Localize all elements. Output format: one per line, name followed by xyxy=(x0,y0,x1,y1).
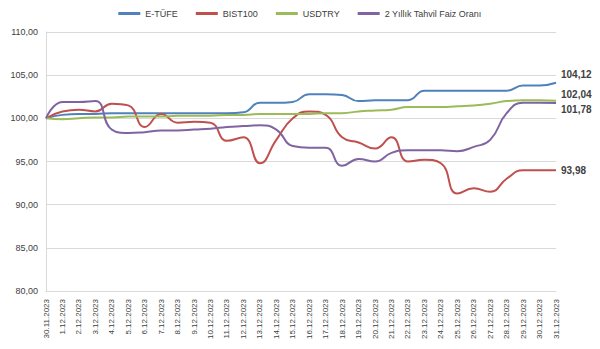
svg-text:30.11.2023: 30.11.2023 xyxy=(42,298,51,338)
svg-text:22.12.2023: 22.12.2023 xyxy=(403,298,412,339)
svg-text:15.12.2023: 15.12.2023 xyxy=(288,298,297,339)
svg-text:1.12.2023: 1.12.2023 xyxy=(58,298,67,334)
svg-text:29.12.2023: 29.12.2023 xyxy=(519,298,528,339)
svg-text:110,00: 110,00 xyxy=(11,27,38,37)
svg-text:E-TÜFE: E-TÜFE xyxy=(145,9,178,19)
svg-text:23.12.2023: 23.12.2023 xyxy=(420,298,429,339)
svg-text:80,00: 80,00 xyxy=(15,286,38,296)
svg-text:18.12.2023: 18.12.2023 xyxy=(338,298,347,339)
svg-text:104,12: 104,12 xyxy=(561,69,592,80)
svg-text:26.12.2023: 26.12.2023 xyxy=(469,298,478,339)
svg-text:28.12.2023: 28.12.2023 xyxy=(502,298,511,339)
svg-text:25.12.2023: 25.12.2023 xyxy=(453,298,462,339)
svg-text:8.12.2023: 8.12.2023 xyxy=(173,298,182,334)
svg-text:16.12.2023: 16.12.2023 xyxy=(305,298,314,339)
svg-text:21.12.2023: 21.12.2023 xyxy=(387,298,396,339)
svg-text:12.12.2023: 12.12.2023 xyxy=(239,298,248,339)
svg-text:30.12.2023: 30.12.2023 xyxy=(535,298,544,339)
svg-text:3.12.2023: 3.12.2023 xyxy=(91,298,100,334)
svg-text:102,04: 102,04 xyxy=(561,89,592,100)
svg-text:85,00: 85,00 xyxy=(15,243,38,253)
svg-text:90,00: 90,00 xyxy=(15,200,38,210)
svg-text:9.12.2023: 9.12.2023 xyxy=(190,298,199,334)
svg-text:2.12.2023: 2.12.2023 xyxy=(74,298,83,334)
svg-text:4.12.2023: 4.12.2023 xyxy=(107,298,116,334)
svg-text:95,00: 95,00 xyxy=(15,157,38,167)
svg-text:100,00: 100,00 xyxy=(10,113,38,123)
svg-text:5.12.2023: 5.12.2023 xyxy=(124,298,133,334)
svg-text:13.12.2023: 13.12.2023 xyxy=(255,298,264,339)
svg-text:10.12.2023: 10.12.2023 xyxy=(206,298,215,339)
svg-text:101,78: 101,78 xyxy=(561,104,592,115)
svg-text:24.12.2023: 24.12.2023 xyxy=(436,298,445,339)
svg-text:20.12.2023: 20.12.2023 xyxy=(371,298,380,339)
svg-text:105,00: 105,00 xyxy=(10,70,38,80)
svg-text:27.12.2023: 27.12.2023 xyxy=(486,298,495,339)
svg-text:6.12.2023: 6.12.2023 xyxy=(140,298,149,334)
svg-text:USDTRY: USDTRY xyxy=(303,9,340,19)
svg-text:93,98: 93,98 xyxy=(561,165,586,176)
svg-text:2 Yıllık Tahvil Faiz Oranı: 2 Yıllık Tahvil Faiz Oranı xyxy=(385,9,482,19)
svg-text:31.12.2023: 31.12.2023 xyxy=(552,298,561,339)
svg-text:17.12.2023: 17.12.2023 xyxy=(321,298,330,339)
svg-text:11.12.2023: 11.12.2023 xyxy=(222,298,231,338)
svg-text:BIST100: BIST100 xyxy=(223,9,258,19)
svg-text:19.12.2023: 19.12.2023 xyxy=(354,298,363,339)
svg-text:14.12.2023: 14.12.2023 xyxy=(272,298,281,339)
svg-text:7.12.2023: 7.12.2023 xyxy=(157,298,166,334)
